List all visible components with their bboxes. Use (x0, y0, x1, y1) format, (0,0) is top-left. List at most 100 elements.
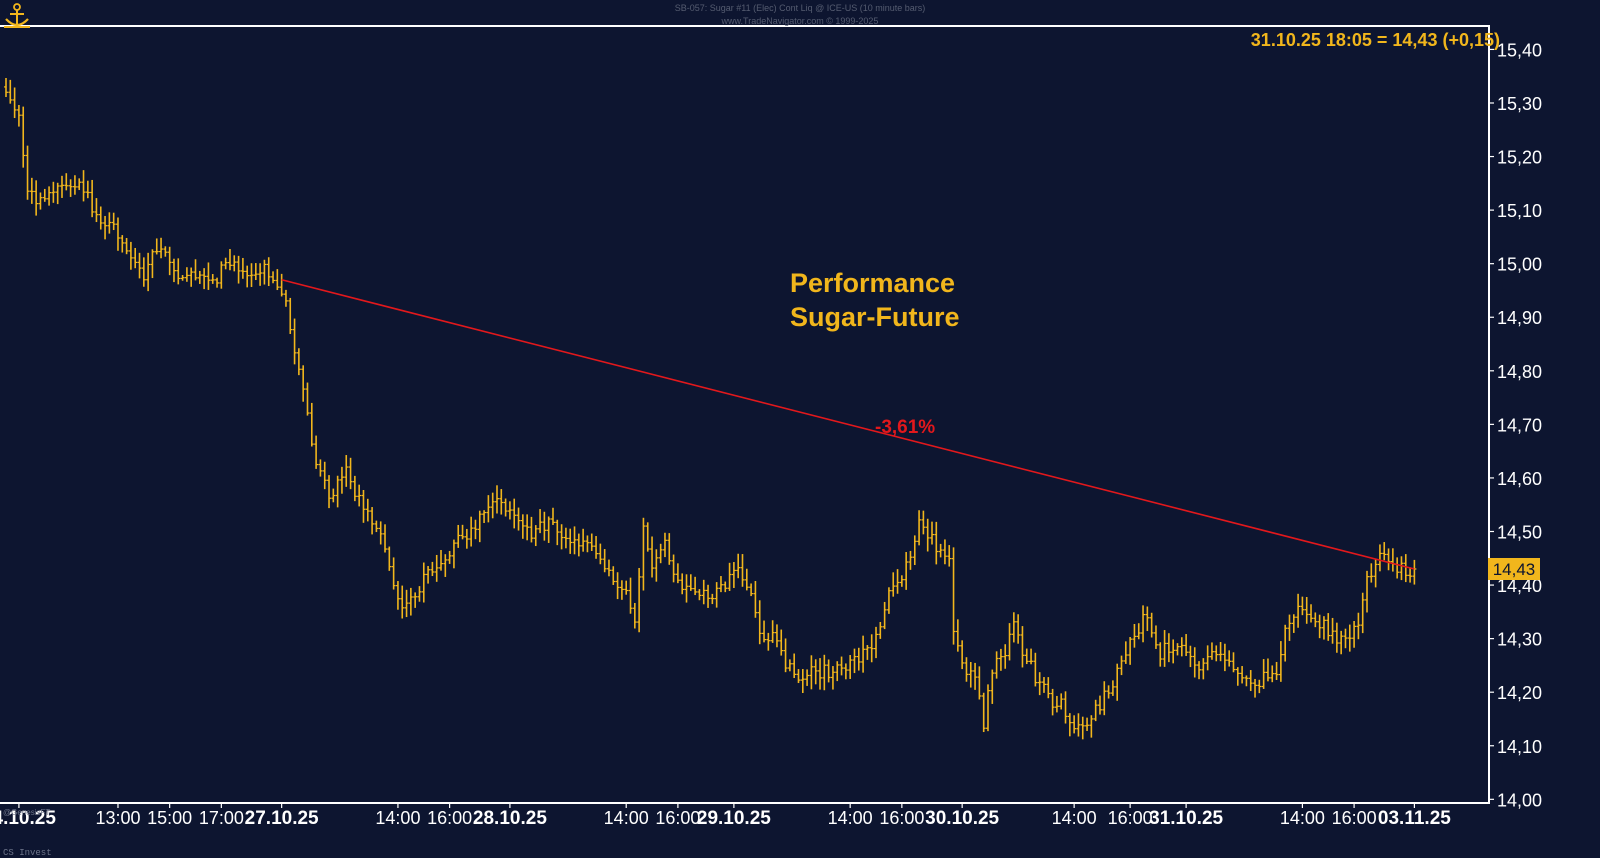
price-bar (688, 574, 693, 591)
price-bar (1334, 622, 1339, 653)
price-bar (1244, 675, 1249, 687)
price-bar (1296, 593, 1301, 628)
x-tick-label: 16:00 (1108, 808, 1153, 828)
price-bar (215, 277, 220, 288)
price-bar (1197, 661, 1202, 680)
price-bar (1072, 715, 1077, 734)
price-bar (822, 654, 827, 691)
price-bar (141, 257, 146, 287)
price-bar (439, 549, 444, 571)
price-bar (1300, 596, 1305, 616)
price-bar (805, 669, 810, 686)
price-bar (1287, 614, 1292, 641)
price-bars (4, 78, 1417, 740)
price-bar (1166, 633, 1171, 663)
price-bar (107, 212, 112, 234)
price-bar (568, 528, 573, 554)
price-bar (1278, 641, 1283, 682)
performance-label: -3,61% (875, 417, 935, 438)
price-bar (387, 546, 392, 571)
price-bar (331, 488, 336, 503)
price-bar (55, 182, 60, 205)
price-bar (133, 247, 138, 269)
x-tick-label: 14:00 (604, 808, 649, 828)
price-bar (421, 562, 426, 603)
price-bar (1093, 699, 1098, 722)
price-bar (163, 246, 168, 257)
price-bar (770, 620, 775, 643)
price-bar (1016, 614, 1021, 644)
price-bar (706, 584, 711, 608)
price-bar (253, 263, 258, 281)
price-bar (1097, 695, 1102, 715)
price-bar (753, 581, 758, 618)
x-tick-label: 03.11.25 (1378, 808, 1451, 829)
price-bar (150, 249, 155, 279)
price-bar (667, 533, 672, 565)
price-bar (193, 259, 198, 281)
x-tick-label: 30.10.25 (925, 808, 999, 829)
price-bar (882, 601, 887, 630)
price-bar (710, 593, 715, 605)
x-tick-label: 27.10.25 (245, 808, 319, 829)
price-bar (499, 489, 504, 515)
price-bar (1123, 641, 1128, 664)
price-bar (1141, 605, 1146, 643)
price-bar (783, 638, 788, 673)
y-tick-label: 14,60 (1497, 469, 1542, 489)
price-bar (271, 271, 276, 284)
price-bar (1162, 630, 1167, 667)
price-bar (1020, 626, 1025, 668)
x-tick-label: 14:00 (375, 808, 420, 828)
y-tick-label: 14,20 (1497, 683, 1542, 703)
y-tick-label: 15,00 (1497, 255, 1542, 275)
price-bar (1360, 592, 1365, 634)
price-bar (671, 554, 676, 583)
price-bar (654, 549, 659, 582)
price-bar (525, 514, 530, 541)
price-bar (947, 545, 952, 567)
price-bar (296, 348, 301, 376)
price-bar (865, 645, 870, 660)
price-bar (77, 178, 82, 191)
price-bar (223, 257, 228, 270)
price-bar (335, 475, 340, 508)
x-tick-label: 15:00 (147, 808, 192, 828)
price-bar (473, 519, 478, 540)
price-bar (25, 145, 30, 200)
price-bar (232, 255, 237, 272)
price-bar (413, 592, 418, 608)
price-bar (1063, 691, 1068, 724)
price-bar (279, 273, 284, 297)
price-bar (684, 574, 689, 603)
price-bar (658, 543, 663, 564)
chart-title-line-1: Performance (790, 268, 955, 298)
price-bar (848, 655, 853, 679)
price-bar (550, 507, 555, 525)
price-bar (792, 653, 797, 679)
price-bar (787, 659, 792, 672)
price-bar (1059, 693, 1064, 710)
price-bar (718, 576, 723, 593)
price-bar (464, 528, 469, 549)
price-bar (249, 263, 254, 287)
x-tick-label: 29.10.25 (697, 808, 771, 829)
price-bar (202, 268, 207, 290)
price-bar (981, 692, 986, 733)
chart-header-copyright: www.TradeNavigator.com © 1999-2025 (721, 16, 879, 26)
price-bar (68, 179, 73, 197)
price-bar (1119, 655, 1124, 676)
price-bar (1003, 644, 1008, 669)
price-bar (38, 192, 43, 210)
price-bar (383, 524, 388, 553)
price-bar (572, 526, 577, 555)
price-bar (766, 632, 771, 651)
price-bar (47, 186, 52, 206)
price-bar (434, 554, 439, 582)
price-bar (628, 577, 633, 614)
price-bar (189, 267, 194, 287)
price-bar (1377, 544, 1382, 572)
y-tick-label: 15,10 (1497, 201, 1542, 221)
price-bar (680, 573, 685, 595)
